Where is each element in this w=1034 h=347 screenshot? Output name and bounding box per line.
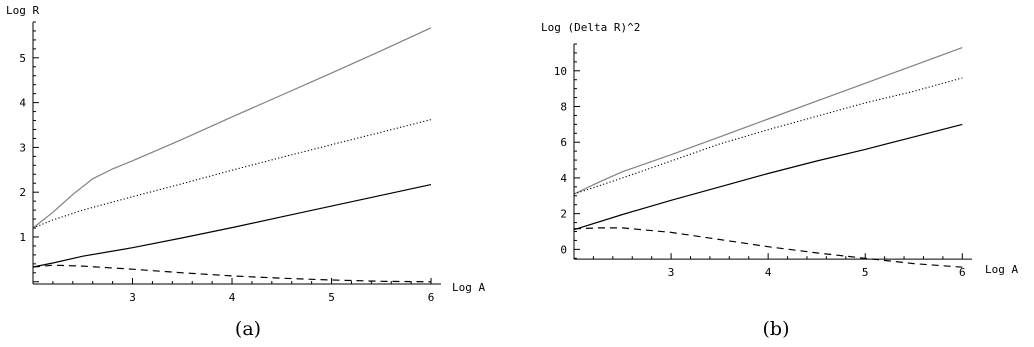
x-ticks-a: 3 4 5 6 [32,278,435,304]
y-tick-label: 1 [19,231,26,244]
x-tick-label: 6 [428,291,435,304]
x-tick-label: 5 [862,266,869,279]
y-axis-label-a: Log R [6,4,39,17]
x-tick-label: 3 [129,291,136,304]
series-group-b [573,47,963,268]
x-tick-label: 6 [959,266,966,279]
series-line-solid-gray [573,47,963,195]
chart-panel-b: 3 4 5 6 0 2 4 6 8 10 Log (Delta R)^2 Log A (b) [541,21,1018,340]
y-tick-label: 5 [19,52,26,65]
y-axis-label-b: Log (Delta R)^2 [541,21,640,34]
y-tick-label: 8 [560,101,567,114]
series-line-dotted [32,119,432,229]
series-line-dotted [573,77,963,195]
x-tick-label: 5 [328,291,335,304]
y-tick-label: 0 [560,243,567,256]
series-line-solid-gray [32,27,432,229]
y-tick-label: 4 [19,97,26,110]
x-ticks-b: 3 4 5 6 [573,253,966,279]
y-tick-label: 10 [554,65,567,78]
y-ticks-b: 0 2 4 6 8 10 [554,43,580,259]
panel-label-a: (a) [235,318,261,340]
series-line-solid [32,184,432,268]
x-axis-label-b: Log A [985,263,1018,276]
series-group-a [32,27,432,283]
chart-panel-a: 3 4 5 6 1 2 3 4 5 Log R Log A (a) [6,4,485,340]
x-tick-label: 4 [229,291,236,304]
x-tick-label: 3 [668,266,675,279]
y-tick-label: 6 [560,136,567,149]
y-tick-label: 2 [560,208,567,221]
series-line-dashed [573,227,963,268]
y-tick-label: 4 [560,172,567,185]
series-line-dashed [32,264,432,283]
y-tick-label: 3 [19,141,26,154]
x-tick-label: 4 [765,266,772,279]
x-axis-label-a: Log A [452,281,485,294]
panel-label-b: (b) [763,318,790,340]
y-ticks-a: 1 2 3 4 5 [19,21,39,283]
series-line-solid [573,123,963,231]
y-tick-label: 2 [19,186,26,199]
